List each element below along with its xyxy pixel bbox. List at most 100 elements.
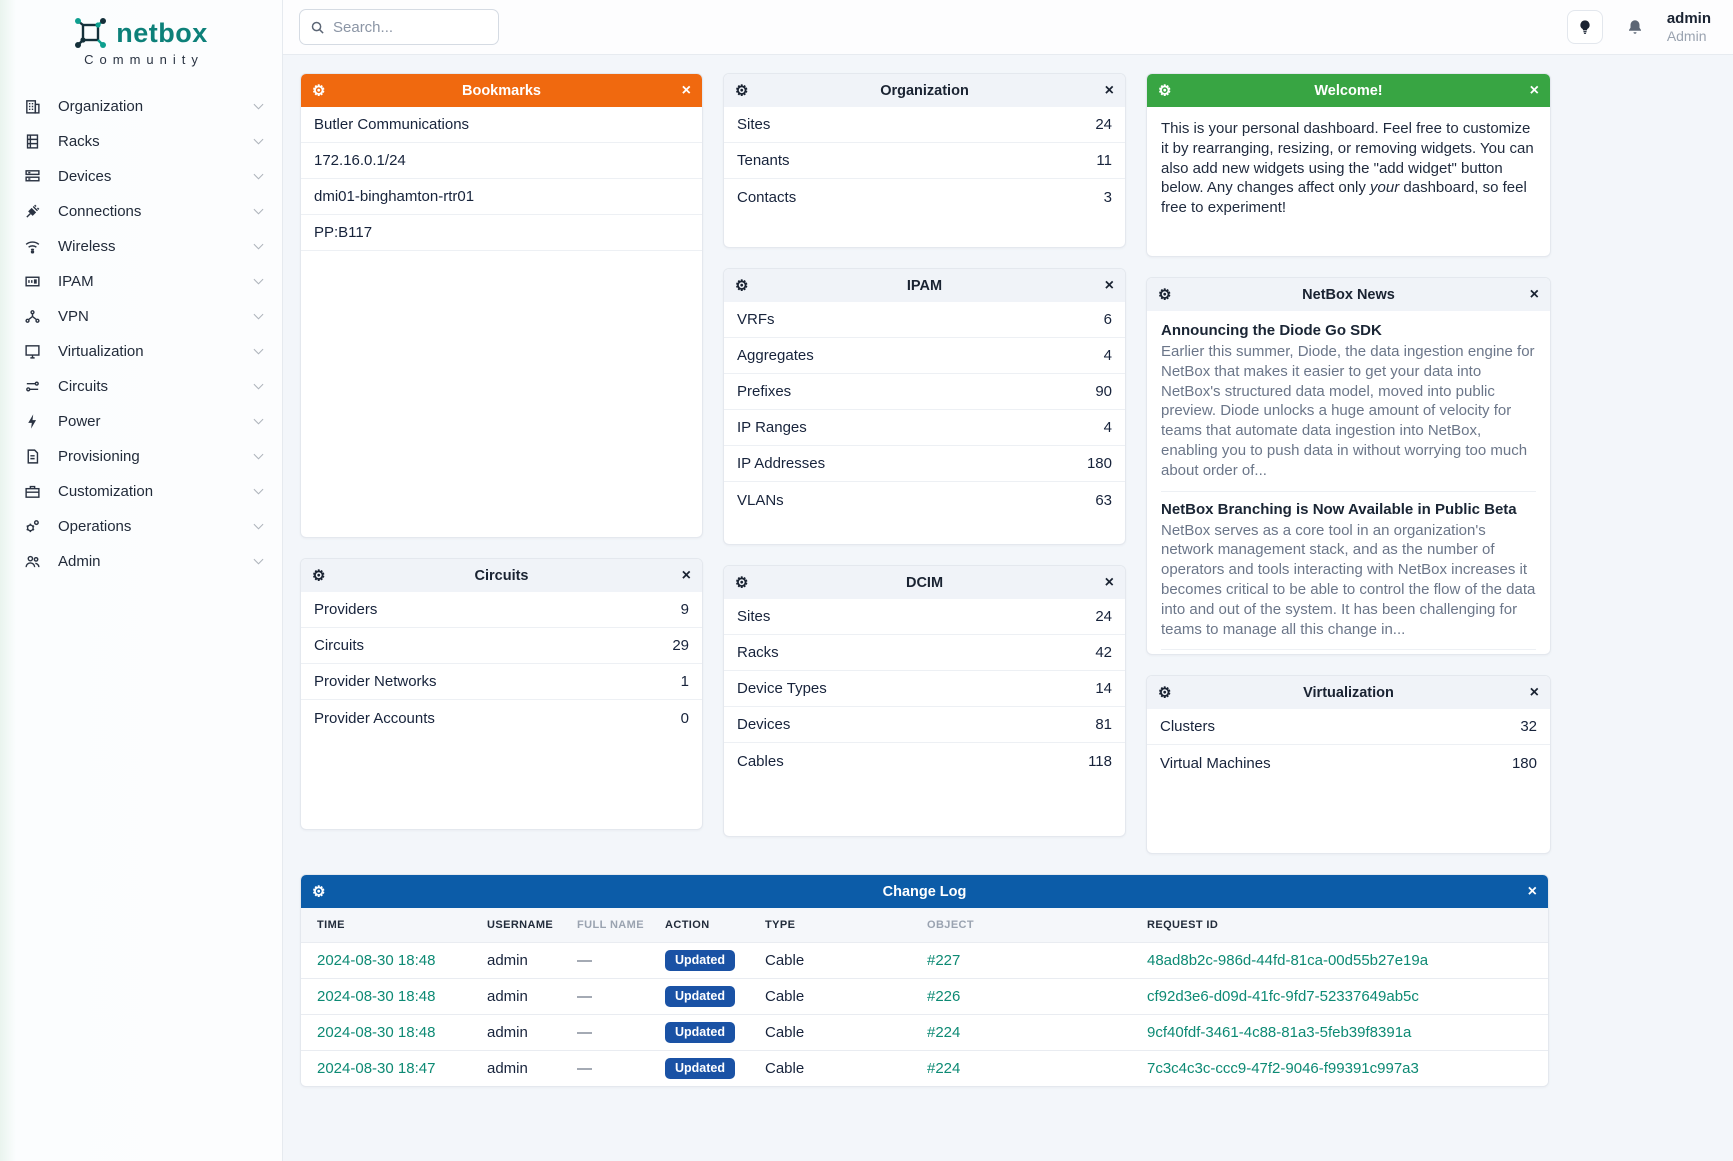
change-requestid-link[interactable]: 9cf40fdf-3461-4c88-81a3-5feb39f8391a bbox=[1147, 1024, 1412, 1041]
change-requestid-link[interactable]: 7c3c4c3c-ccc9-47f2-9046-f99391c997a3 bbox=[1147, 1060, 1419, 1077]
sidebar-item-provisioning[interactable]: Provisioning bbox=[22, 439, 268, 474]
notifications-button[interactable] bbox=[1617, 10, 1653, 44]
search-input[interactable] bbox=[333, 18, 488, 36]
sidebar-item-admin[interactable]: Admin bbox=[22, 544, 268, 579]
column-header-username[interactable]: USERNAME bbox=[487, 919, 554, 931]
change-requestid-link[interactable]: cf92d3e6-d09d-41fc-9fd7-52337649ab5c bbox=[1147, 988, 1419, 1005]
stat-value: 24 bbox=[1095, 608, 1112, 625]
user-name: admin bbox=[1666, 10, 1711, 28]
widget-config-icon[interactable]: ⚙ bbox=[1158, 684, 1172, 701]
sidebar-item-devices[interactable]: Devices bbox=[22, 159, 268, 194]
column-header-object: OBJECT bbox=[927, 919, 975, 931]
stat-row[interactable]: VRFs 6 bbox=[724, 302, 1125, 338]
stat-row[interactable]: Clusters 32 bbox=[1147, 709, 1550, 745]
change-fullname: — bbox=[577, 1060, 592, 1077]
stat-row[interactable]: Tenants 11 bbox=[724, 143, 1125, 179]
sidebar-item-operations[interactable]: Operations bbox=[22, 509, 268, 544]
chevron-down-icon bbox=[253, 484, 264, 495]
widget-config-icon[interactable]: ⚙ bbox=[312, 567, 326, 584]
widget-config-icon[interactable]: ⚙ bbox=[735, 277, 749, 294]
stat-row[interactable]: Cables 118 bbox=[724, 743, 1125, 779]
change-object-link[interactable]: #224 bbox=[927, 1060, 961, 1077]
widget-config-icon[interactable]: ⚙ bbox=[1158, 82, 1172, 99]
widget-config-icon[interactable]: ⚙ bbox=[312, 82, 326, 99]
sidebar-item-vpn[interactable]: VPN bbox=[22, 299, 268, 334]
widget-close-icon[interactable]: × bbox=[1104, 276, 1114, 294]
stat-row[interactable]: Sites 24 bbox=[724, 599, 1125, 635]
stat-row[interactable]: Virtual Machines 180 bbox=[1147, 745, 1550, 781]
stat-row[interactable]: Device Types 14 bbox=[724, 671, 1125, 707]
search-icon bbox=[310, 20, 325, 35]
widget-config-icon[interactable]: ⚙ bbox=[735, 574, 749, 591]
stat-row[interactable]: Contacts 3 bbox=[724, 179, 1125, 215]
widget-close-icon[interactable]: × bbox=[1529, 683, 1539, 701]
stat-value: 9 bbox=[680, 601, 689, 618]
change-time-link[interactable]: 2024-08-30 18:47 bbox=[317, 1060, 436, 1077]
stat-row[interactable]: Prefixes 90 bbox=[724, 374, 1125, 410]
brand[interactable]: netbox Community bbox=[0, 10, 282, 81]
widget-close-icon[interactable]: × bbox=[681, 566, 691, 584]
bookmark-item[interactable]: dmi01-binghamton-rtr01 bbox=[301, 179, 702, 215]
action-badge[interactable]: Updated bbox=[665, 950, 735, 971]
sidebar-item-organization[interactable]: Organization bbox=[22, 89, 268, 124]
column-header-time[interactable]: TIME bbox=[317, 919, 345, 931]
bookmark-item[interactable]: 172.16.0.1/24 bbox=[301, 143, 702, 179]
sidebar-item-wireless[interactable]: Wireless bbox=[22, 229, 268, 264]
change-time-link[interactable]: 2024-08-30 18:48 bbox=[317, 1024, 436, 1041]
action-badge[interactable]: Updated bbox=[665, 1058, 735, 1079]
stat-value: 4 bbox=[1103, 347, 1112, 364]
widget-close-icon[interactable]: × bbox=[1529, 285, 1539, 303]
sidebar-item-connections[interactable]: Connections bbox=[22, 194, 268, 229]
action-badge[interactable]: Updated bbox=[665, 1022, 735, 1043]
widget-title: Welcome! bbox=[1314, 82, 1383, 99]
column-header-type[interactable]: TYPE bbox=[765, 919, 796, 931]
bookmark-item[interactable]: PP:B117 bbox=[301, 215, 702, 251]
chevron-down-icon bbox=[253, 449, 264, 460]
stat-row[interactable]: Devices 81 bbox=[724, 707, 1125, 743]
stat-row[interactable]: Aggregates 4 bbox=[724, 338, 1125, 374]
stat-row[interactable]: Circuits 29 bbox=[301, 628, 702, 664]
welcome-text: This is your personal dashboard. Feel fr… bbox=[1161, 120, 1534, 217]
widget-config-icon[interactable]: ⚙ bbox=[1158, 286, 1172, 303]
widget-close-icon[interactable]: × bbox=[1104, 573, 1114, 591]
change-object-link[interactable]: #226 bbox=[927, 988, 961, 1005]
column-header-action[interactable]: ACTION bbox=[665, 919, 710, 931]
widget-close-icon[interactable]: × bbox=[1104, 81, 1114, 99]
stat-row[interactable]: Racks 42 bbox=[724, 635, 1125, 671]
change-object-link[interactable]: #224 bbox=[927, 1024, 961, 1041]
stat-row[interactable]: Providers 9 bbox=[301, 592, 702, 628]
widget-config-icon[interactable]: ⚙ bbox=[312, 883, 326, 900]
change-type: Cable bbox=[765, 1060, 805, 1077]
news-article-title[interactable]: Announcing the Diode Go SDK bbox=[1161, 322, 1382, 339]
widget-config-icon[interactable]: ⚙ bbox=[735, 82, 749, 99]
stat-row[interactable]: IP Addresses 180 bbox=[724, 446, 1125, 482]
stat-row[interactable]: Sites 24 bbox=[724, 107, 1125, 143]
netbox-logo-icon bbox=[74, 16, 108, 50]
sidebar-item-virtualization[interactable]: Virtualization bbox=[22, 334, 268, 369]
search-box[interactable] bbox=[299, 9, 499, 45]
user-menu[interactable]: admin Admin bbox=[1667, 10, 1717, 43]
column-header-requestid[interactable]: REQUEST ID bbox=[1147, 919, 1219, 931]
stat-row[interactable]: Provider Networks 1 bbox=[301, 664, 702, 700]
widget-close-icon[interactable]: × bbox=[1527, 882, 1537, 900]
stat-row[interactable]: VLANs 63 bbox=[724, 482, 1125, 518]
change-object-link[interactable]: #227 bbox=[927, 952, 961, 969]
sidebar-item-power[interactable]: Power bbox=[22, 404, 268, 439]
stat-value: 29 bbox=[672, 637, 689, 654]
stat-row[interactable]: IP Ranges 4 bbox=[724, 410, 1125, 446]
bookmark-item[interactable]: Butler Communications bbox=[301, 107, 702, 143]
sidebar-item-racks[interactable]: Racks bbox=[22, 124, 268, 159]
change-username: admin bbox=[487, 1024, 528, 1041]
widget-close-icon[interactable]: × bbox=[681, 81, 691, 99]
change-requestid-link[interactable]: 48ad8b2c-986d-44fd-81ca-00d55b27e19a bbox=[1147, 952, 1429, 969]
sidebar-item-customization[interactable]: Customization bbox=[22, 474, 268, 509]
change-time-link[interactable]: 2024-08-30 18:48 bbox=[317, 988, 436, 1005]
change-time-link[interactable]: 2024-08-30 18:48 bbox=[317, 952, 436, 969]
widget-close-icon[interactable]: × bbox=[1529, 81, 1539, 99]
theme-toggle-button[interactable] bbox=[1566, 10, 1603, 44]
stat-row[interactable]: Provider Accounts 0 bbox=[301, 700, 702, 736]
sidebar-item-ipam[interactable]: IPAM bbox=[22, 264, 268, 299]
action-badge[interactable]: Updated bbox=[665, 986, 735, 1007]
sidebar-item-circuits[interactable]: Circuits bbox=[22, 369, 268, 404]
news-article-title[interactable]: NetBox Branching is Now Available in Pub… bbox=[1161, 500, 1517, 518]
